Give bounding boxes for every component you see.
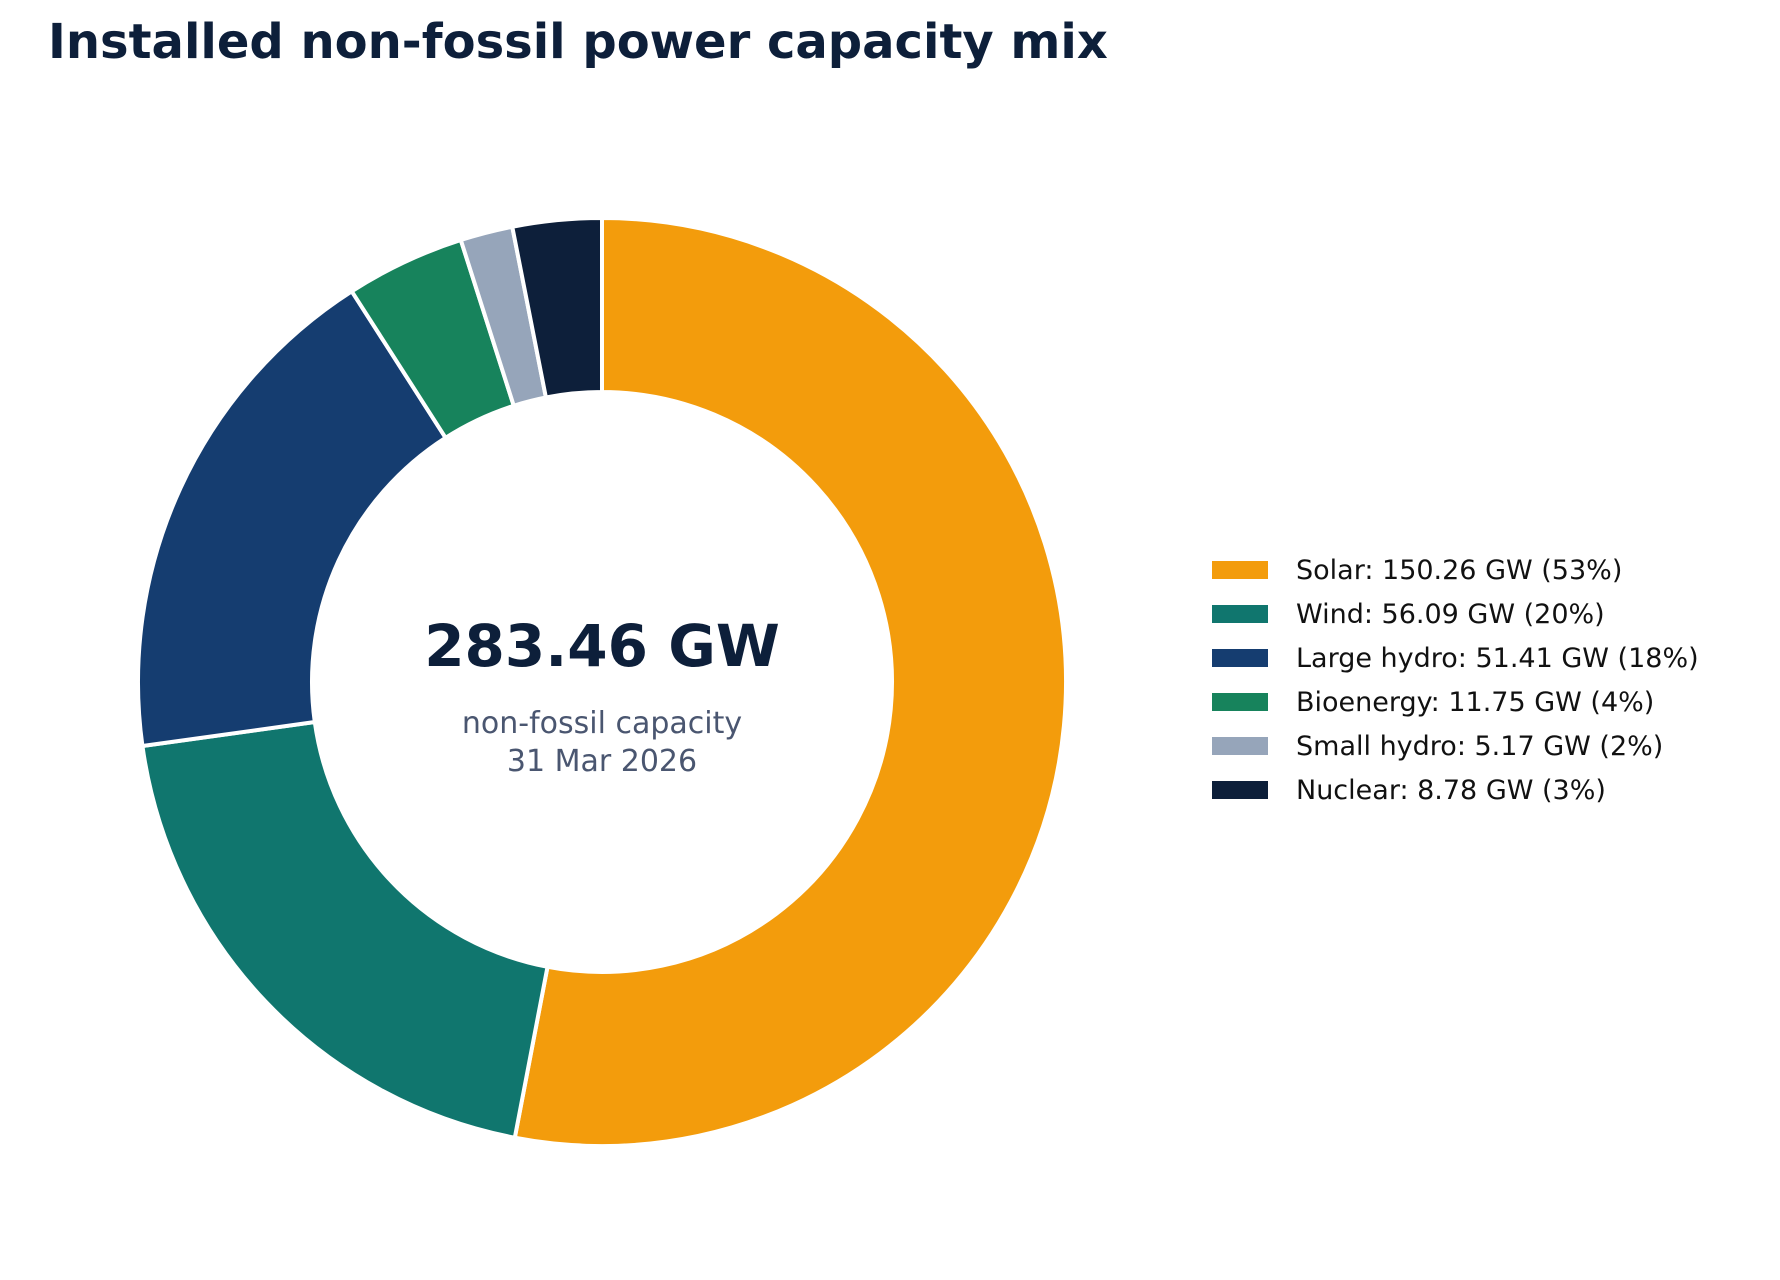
- legend-swatch: [1212, 561, 1268, 579]
- legend-item: Small hydro: 5.17 GW (2%): [1212, 724, 1699, 768]
- legend-swatch: [1212, 737, 1268, 755]
- legend-label: Solar: 150.26 GW (53%): [1296, 554, 1623, 586]
- legend-item: Bioenergy: 11.75 GW (4%): [1212, 680, 1699, 724]
- slice-wind: [140, 720, 550, 1140]
- center-total-value: 283.46 GW: [424, 612, 780, 680]
- legend-label: Bioenergy: 11.75 GW (4%): [1296, 686, 1655, 718]
- legend-swatch: [1212, 781, 1268, 799]
- legend: Solar: 150.26 GW (53%) Wind: 56.09 GW (20…: [1212, 548, 1699, 812]
- slice-large-hydro: [136, 289, 448, 749]
- center-caption-date: 31 Mar 2026: [507, 744, 697, 779]
- legend-swatch: [1212, 605, 1268, 623]
- slice-nuclear: [510, 216, 604, 400]
- legend-swatch: [1212, 693, 1268, 711]
- legend-item: Large hydro: 51.41 GW (18%): [1212, 636, 1699, 680]
- legend-item: Nuclear: 8.78 GW (3%): [1212, 768, 1699, 812]
- legend-label: Small hydro: 5.17 GW (2%): [1296, 730, 1664, 762]
- legend-swatch: [1212, 649, 1268, 667]
- legend-label: Large hydro: 51.41 GW (18%): [1296, 642, 1699, 674]
- legend-item: Wind: 56.09 GW (20%): [1212, 592, 1699, 636]
- legend-label: Wind: 56.09 GW (20%): [1296, 598, 1605, 630]
- center-caption-label: non-fossil capacity: [462, 706, 742, 741]
- donut-slices: [136, 216, 1069, 1148]
- legend-label: Nuclear: 8.78 GW (3%): [1296, 774, 1606, 806]
- legend-item: Solar: 150.26 GW (53%): [1212, 548, 1699, 592]
- chart-title: Installed non-fossil power capacity mix: [48, 14, 1108, 70]
- slice-solar: [512, 216, 1069, 1148]
